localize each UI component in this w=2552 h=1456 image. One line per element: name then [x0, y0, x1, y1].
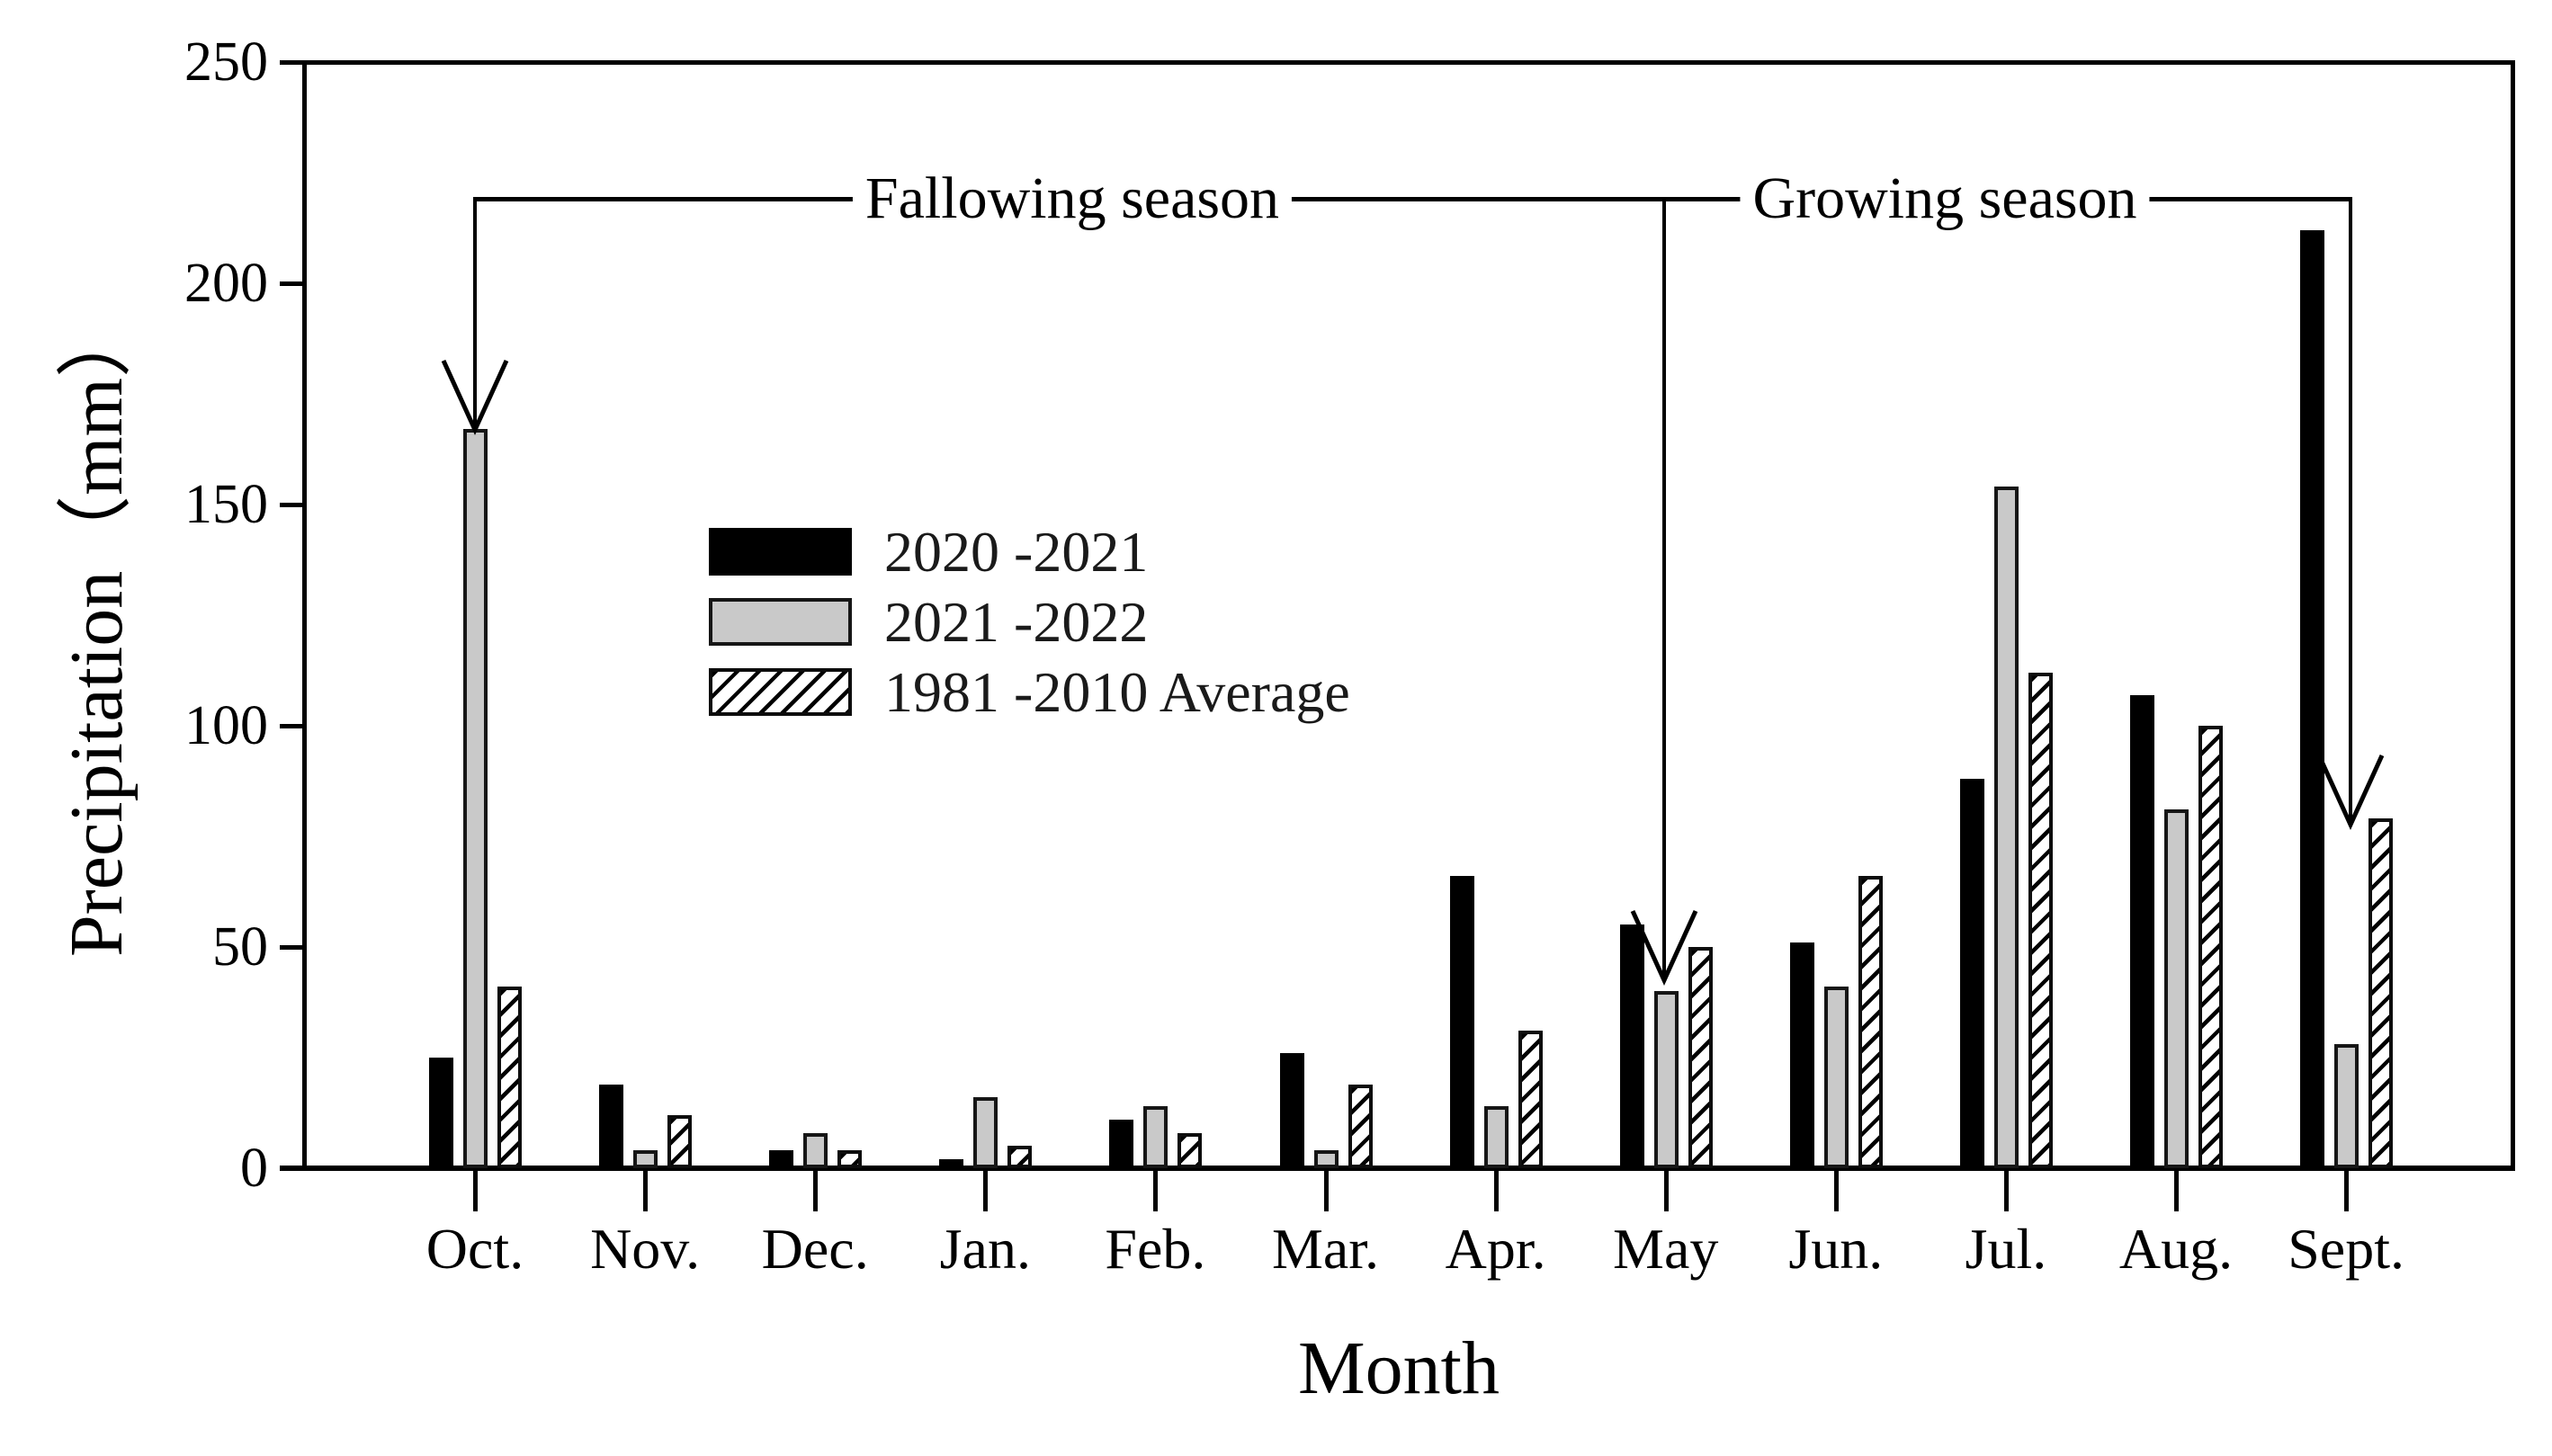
x-tick-label-oct: Oct. [425, 1217, 524, 1281]
x-tick-apr [1493, 1168, 1499, 1211]
bar-jul-1981-2010-average [2028, 672, 2053, 1168]
x-tick-dec [813, 1168, 819, 1211]
y-tick-200 [280, 281, 304, 286]
bar-jul-2020-2021 [1959, 779, 1984, 1168]
legend-label-2021-2022: 2021 -2022 [884, 590, 1149, 654]
y-tick-label-200: 200 [184, 253, 268, 314]
bar-feb-2020-2021 [1109, 1119, 1134, 1168]
x-tick-mar [1323, 1168, 1329, 1211]
bar-oct-2021-2022 [463, 429, 488, 1168]
growing-arrow-line [2349, 197, 2352, 821]
legend-swatch-2020-2021 [709, 528, 852, 576]
x-axis-title: Month [1297, 1326, 1500, 1410]
x-tick-label-feb: Feb. [1105, 1217, 1206, 1281]
growing-arrowhead-icon [2316, 754, 2385, 831]
bar-aug-2020-2021 [2130, 694, 2154, 1168]
x-tick-label-jan: Jan. [939, 1217, 1031, 1281]
x-tick-may [1663, 1168, 1669, 1211]
x-tick-label-nov: Nov. [590, 1217, 701, 1281]
x-tick-label-aug: Aug. [2118, 1217, 2234, 1281]
legend-swatch-2021-2022 [709, 598, 852, 646]
bar-nov-2021-2022 [633, 1150, 658, 1168]
x-tick-label-mar: Mar. [1271, 1217, 1380, 1281]
bar-jan-2020-2021 [939, 1159, 964, 1168]
bar-sept-2020-2021 [2300, 229, 2325, 1168]
bar-oct-1981-2010-average [497, 987, 522, 1168]
legend-label-2020-2021: 2020 -2021 [884, 520, 1149, 584]
bar-jan-2021-2022 [973, 1097, 998, 1168]
bar-aug-2021-2022 [2164, 809, 2189, 1168]
bar-dec-1981-2010-average [837, 1150, 863, 1168]
x-tick-sept [2344, 1168, 2350, 1211]
bar-nov-2020-2021 [599, 1084, 624, 1168]
x-tick-oct [473, 1168, 478, 1211]
y-tick-100 [280, 724, 304, 728]
y-tick-label-0: 0 [240, 1138, 268, 1199]
y-tick-label-100: 100 [184, 695, 268, 756]
bar-mar-1981-2010-average [1348, 1084, 1373, 1168]
bar-may-2020-2021 [1619, 925, 1644, 1168]
x-tick-label-may: May [1613, 1217, 1719, 1281]
bar-mar-2020-2021 [1279, 1053, 1304, 1168]
bar-may-1981-2010-average [1688, 947, 1713, 1168]
bar-jun-2020-2021 [1789, 942, 1814, 1168]
bar-mar-2021-2022 [1313, 1150, 1339, 1168]
bar-jan-1981-2010-average [1007, 1146, 1033, 1168]
x-tick-label-sept: Sept. [2288, 1217, 2404, 1281]
bar-jun-2021-2022 [1823, 987, 1849, 1168]
bar-jul-2021-2022 [1993, 487, 2019, 1168]
may-divider-arrow-line [1662, 197, 1666, 977]
fallowing-season-label: Fallowing season [852, 169, 1293, 228]
y-tick-150 [280, 503, 304, 507]
x-tick-label-jul: Jul. [1965, 1217, 2047, 1281]
bar-dec-2020-2021 [769, 1150, 794, 1168]
x-tick-label-jun: Jun. [1788, 1217, 1884, 1281]
bar-apr-2021-2022 [1483, 1106, 1509, 1168]
bar-oct-2020-2021 [429, 1058, 453, 1168]
y-tick-0 [280, 1166, 304, 1171]
plot-frame-right [2511, 60, 2515, 1171]
x-tick-label-apr: Apr. [1445, 1217, 1546, 1281]
bar-jun-1981-2010-average [1858, 876, 1883, 1168]
y-tick-label-150: 150 [184, 474, 268, 535]
bar-feb-1981-2010-average [1178, 1132, 1203, 1168]
x-tick-nov [643, 1168, 649, 1211]
x-tick-jun [1833, 1168, 1839, 1211]
x-tick-jul [2003, 1168, 2009, 1211]
bar-dec-2021-2022 [803, 1132, 828, 1168]
plot-frame-top [302, 60, 2515, 65]
x-tick-feb [1153, 1168, 1159, 1211]
fallowing-arrowhead-icon [441, 359, 509, 436]
y-tick-50 [280, 945, 304, 950]
x-tick-jan [983, 1168, 989, 1211]
bar-may-2021-2022 [1653, 991, 1679, 1168]
bar-sept-2021-2022 [2334, 1044, 2359, 1168]
fallowing-arrow-line [473, 197, 477, 430]
legend-label-1981-2010-average: 1981 -2010 Average [884, 660, 1350, 724]
y-axis-line [302, 60, 307, 1171]
legend-swatch-1981-2010-average [709, 668, 852, 716]
may-arrowhead-icon [1630, 909, 1698, 987]
y-tick-label-50: 50 [212, 916, 268, 978]
bar-feb-2021-2022 [1143, 1106, 1169, 1168]
bar-nov-1981-2010-average [667, 1114, 693, 1168]
y-tick-250 [280, 60, 304, 65]
y-tick-label-250: 250 [184, 31, 268, 93]
x-axis-line [280, 1166, 2515, 1171]
bar-apr-2020-2021 [1449, 876, 1474, 1168]
bar-sept-1981-2010-average [2368, 818, 2394, 1168]
growing-season-label: Growing season [1740, 169, 2150, 228]
bar-apr-1981-2010-average [1518, 1031, 1543, 1168]
bar-aug-1981-2010-average [2198, 726, 2223, 1168]
y-axis-title: Precipitation（mm） [55, 302, 139, 957]
x-tick-label-dec: Dec. [761, 1217, 869, 1281]
x-tick-aug [2174, 1168, 2179, 1211]
